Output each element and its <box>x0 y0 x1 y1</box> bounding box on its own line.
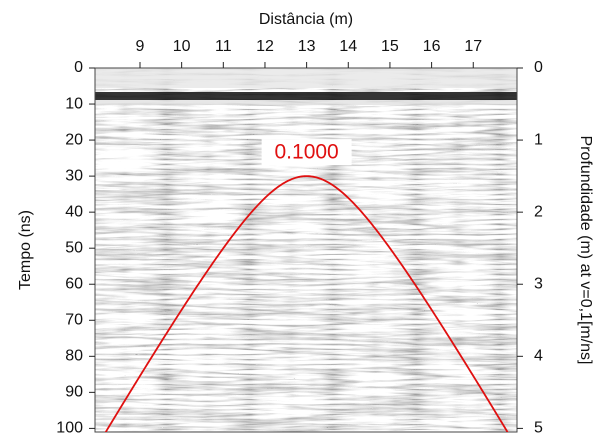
y-tick-label: 60 <box>65 275 83 292</box>
direct-wave-dark <box>95 92 517 100</box>
y2-axis-label: Profundidade (m) at v=0,1[m/ns] <box>577 136 594 365</box>
x-tick-label: 13 <box>298 38 316 55</box>
velocity-label: 0.1000 <box>275 141 339 164</box>
y2-tick-label: 4 <box>534 348 543 365</box>
y2-tick-label: 2 <box>534 203 543 220</box>
y-tick-label: 70 <box>65 311 83 328</box>
x-tick-label: 9 <box>136 38 145 55</box>
plot-frame <box>94 67 518 433</box>
y2-tick-label: 3 <box>534 275 543 292</box>
hyperbola-fit <box>104 175 509 432</box>
x-axis-label: Distância (m) <box>259 11 353 28</box>
y-tick-label: 30 <box>65 167 83 184</box>
x-tick-label: 16 <box>423 38 441 55</box>
radargram-image <box>95 68 517 432</box>
x-tick-label: 11 <box>215 38 232 55</box>
y-tick-label: 50 <box>65 239 83 256</box>
x-tick-label: 17 <box>464 38 482 55</box>
direct-wave-light <box>95 68 517 88</box>
y-tick-label: 40 <box>65 203 83 220</box>
y-tick-label: 0 <box>74 59 83 76</box>
y2-tick-label: 0 <box>534 59 543 76</box>
y-tick-label: 10 <box>65 95 83 112</box>
x-tick-label: 14 <box>339 38 357 55</box>
y2-tick-label: 1 <box>534 131 543 148</box>
y-tick-label: 80 <box>65 348 83 365</box>
y-tick-label: 100 <box>56 420 83 437</box>
direct-wave-light <box>95 100 517 105</box>
x-tick-label: 15 <box>381 38 399 55</box>
x-tick-label: 10 <box>173 38 191 55</box>
x-tick-label: 12 <box>256 38 274 55</box>
y-tick-label: 90 <box>65 384 83 401</box>
velocity-label-box <box>261 139 352 166</box>
y-tick-label: 20 <box>65 131 83 148</box>
y2-tick-label: 5 <box>534 420 543 437</box>
y-axis-label: Tempo (ns) <box>17 210 34 290</box>
